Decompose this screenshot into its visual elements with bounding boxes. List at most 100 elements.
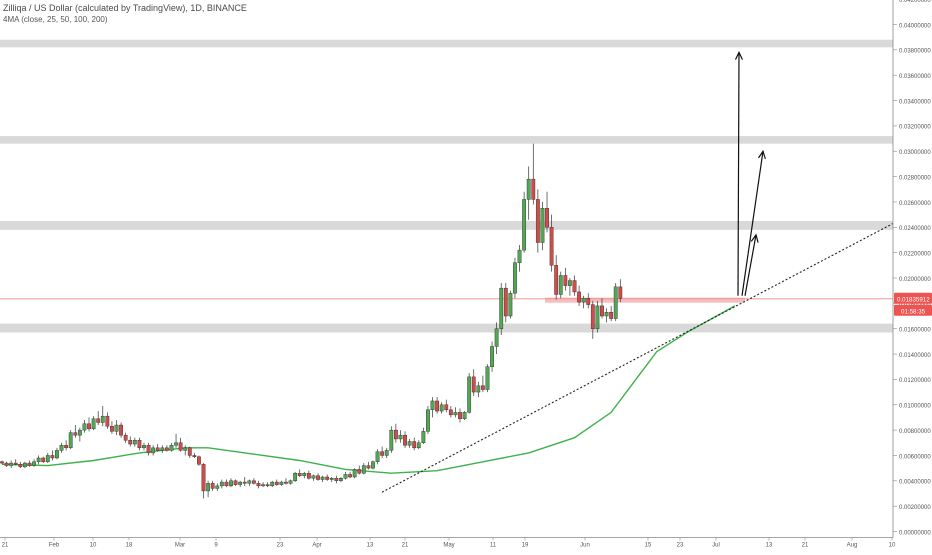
candle-body <box>540 208 545 243</box>
price-axis-label: 0.03200000 <box>899 125 931 131</box>
candle-body <box>462 412 467 419</box>
candle-body <box>27 462 32 466</box>
candle-body <box>82 423 87 431</box>
candle-body <box>513 262 517 294</box>
candle-body <box>458 412 462 419</box>
candle-body <box>224 481 229 487</box>
price-axis-label: 0.04000000 <box>899 23 931 29</box>
price-axis-label: 0.00800000 <box>899 429 931 435</box>
candle-body <box>531 178 536 200</box>
candle-body <box>609 312 614 319</box>
price-axis-label: 0.03800000 <box>899 49 931 55</box>
candle-body <box>201 464 206 492</box>
arrow-head <box>758 149 766 160</box>
candle-body <box>343 474 348 479</box>
time-axis-label: Jul <box>712 543 720 549</box>
projection-arrow <box>744 234 757 296</box>
candle-body <box>270 481 275 487</box>
candle-body <box>77 429 82 436</box>
candle-body <box>416 442 421 449</box>
projection-arrow <box>741 151 764 296</box>
candle-body <box>600 305 604 317</box>
candle-body <box>508 293 513 317</box>
candle-body <box>251 480 256 484</box>
time-axis-label: 13 <box>766 543 773 549</box>
price-axis-label: 0.03400000 <box>899 99 931 105</box>
candle-body <box>398 434 403 440</box>
price-axis-label: 0.02800000 <box>899 175 931 181</box>
candle-body <box>110 426 114 432</box>
candle-body <box>55 450 59 459</box>
price-axis-label: 0.01000000 <box>899 404 931 410</box>
candle-body <box>284 481 288 484</box>
candle-body <box>485 366 490 390</box>
candle-body <box>164 447 169 451</box>
candle-body <box>348 474 352 478</box>
candle-body <box>279 481 284 485</box>
candle-body <box>444 404 449 411</box>
candle-body <box>577 291 581 303</box>
time-axis-label: 10 <box>90 543 97 549</box>
current-price-value: 0.01835912 <box>897 296 930 303</box>
time-axis-label: Apr <box>312 543 321 549</box>
candle-body <box>4 462 9 466</box>
candle-body <box>187 447 192 456</box>
time-axis-label: 9 <box>214 543 218 549</box>
candle-body <box>421 431 426 443</box>
candle-body <box>316 475 320 480</box>
candle-body <box>389 429 394 451</box>
candle-body <box>206 483 210 492</box>
candle-body <box>9 462 14 466</box>
candle-body <box>371 461 375 469</box>
candle-body <box>73 432 78 436</box>
time-axis-label: 10 <box>889 543 896 549</box>
candle-body <box>407 441 412 446</box>
projection-arrow <box>737 52 740 296</box>
candle-body <box>572 280 577 293</box>
candle-body <box>439 404 444 412</box>
candle-body <box>352 469 357 478</box>
candle-body <box>329 478 334 480</box>
candle-body <box>393 429 398 440</box>
arrow-head <box>750 233 759 243</box>
candle-body <box>581 298 586 303</box>
candle-body <box>568 280 572 286</box>
candle-body <box>288 480 293 484</box>
candle-body <box>192 455 197 457</box>
support-trendline <box>381 223 894 493</box>
candle-body <box>119 424 123 436</box>
candle-body <box>339 478 343 482</box>
candle-body <box>36 457 41 462</box>
candle-body <box>618 286 623 299</box>
price-axis-label: 0.02400000 <box>899 226 931 232</box>
candle-body <box>476 385 481 393</box>
candle-body <box>490 346 494 367</box>
price-axis-label: 0.03000000 <box>899 150 931 156</box>
time-axis-label: 15 <box>645 543 652 549</box>
candle-body <box>96 418 101 423</box>
candle-body <box>13 462 18 465</box>
candle-body <box>293 472 298 482</box>
candle-body <box>613 286 618 319</box>
candle-body <box>265 484 270 487</box>
countdown-tag <box>894 304 932 316</box>
price-axis-label: 0.00600000 <box>899 454 931 460</box>
candle-body <box>435 400 439 412</box>
candle-body <box>229 480 233 487</box>
candle-body <box>586 298 591 305</box>
candle-body <box>128 440 133 445</box>
candle-body <box>197 456 201 465</box>
candle-body <box>503 287 508 317</box>
candle-body <box>334 478 339 482</box>
time-axis-label: 21 <box>802 543 809 549</box>
resistance-zone <box>0 220 893 230</box>
candle-body <box>261 484 265 487</box>
arrow-head <box>734 51 743 60</box>
candle-body <box>215 485 220 489</box>
price-axis-label: 0.03600000 <box>899 74 931 80</box>
candle-body <box>604 312 609 317</box>
resistance-zone <box>0 323 893 333</box>
time-axis-label: 21 <box>402 543 409 549</box>
